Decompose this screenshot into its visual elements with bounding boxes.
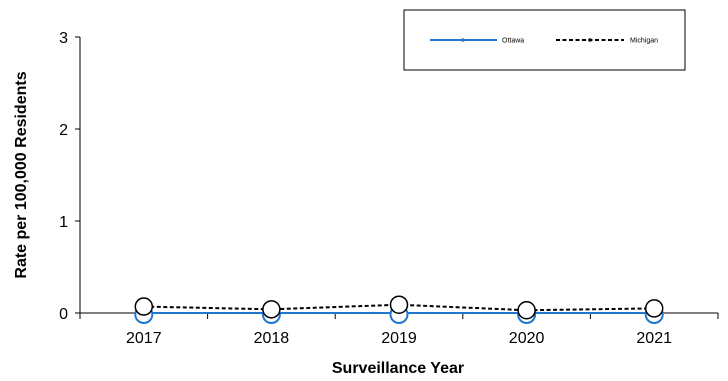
y-tick-label: 1 [59, 214, 68, 231]
legend-label-michigan: Michigan [630, 38, 658, 45]
x-axis-title: Surveillance Year [332, 360, 464, 377]
x-tick-label: 2021 [636, 330, 672, 347]
y-tick-labels: 0 1 2 3 [59, 30, 68, 323]
x-tick-labels: 2017 2018 2019 2020 2021 [126, 330, 672, 347]
data-point-michigan [134, 297, 154, 316]
legend-label-ottawa: Ottawa [502, 38, 524, 45]
data-point-michigan [517, 300, 536, 320]
y-tick-label: 0 [59, 306, 68, 323]
data-point-michigan [389, 295, 409, 314]
y-axis-title: Rate per 100,000 Residents [13, 71, 30, 278]
legend: Ottawa Michigan [403, 9, 686, 71]
axes [75, 36, 719, 319]
x-tick-label: 2019 [381, 330, 417, 347]
x-tick-label: 2020 [509, 330, 545, 347]
x-tick-label: 2017 [126, 330, 162, 347]
legend-marker-ottawa [461, 38, 465, 42]
legend-marker-michigan [588, 38, 592, 42]
data-point-michigan [262, 300, 281, 319]
y-tick-label: 3 [59, 30, 68, 47]
y-tick-label: 2 [59, 122, 68, 139]
series-points [134, 295, 664, 324]
x-tick-label: 2018 [254, 330, 290, 347]
data-point-michigan [644, 299, 664, 318]
